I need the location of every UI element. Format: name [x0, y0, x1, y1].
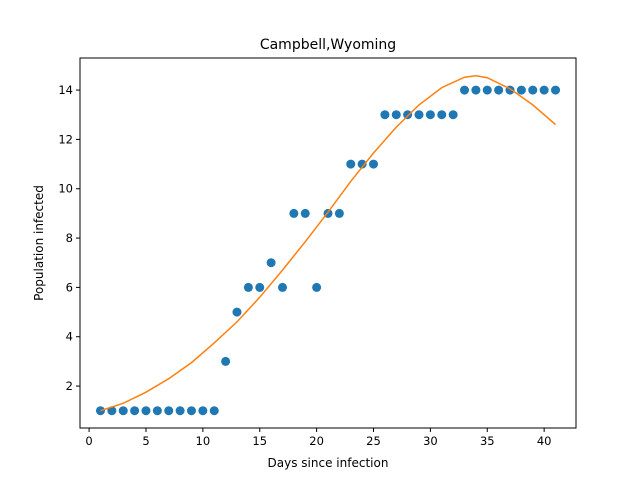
y-tick-label: 10: [58, 182, 73, 196]
x-tick-label: 20: [309, 434, 324, 448]
data-point: [277, 282, 287, 292]
data-point: [221, 356, 231, 366]
x-tick-label: 30: [423, 434, 438, 448]
data-point: [471, 85, 481, 95]
data-point: [437, 110, 447, 120]
data-point: [130, 406, 140, 416]
data-point: [346, 159, 356, 169]
data-point: [243, 282, 253, 292]
data-point: [369, 159, 379, 169]
x-axis-label: Days since infection: [268, 456, 389, 470]
data-point: [425, 110, 435, 120]
data-point: [118, 406, 128, 416]
data-point: [494, 85, 504, 95]
data-point: [95, 406, 105, 416]
x-tick-label: 10: [196, 434, 211, 448]
data-point: [482, 85, 492, 95]
data-point: [175, 406, 185, 416]
data-point: [152, 406, 162, 416]
data-point: [516, 85, 526, 95]
x-tick-label: 0: [85, 434, 92, 448]
y-axis: 2 4 6 8 10 12 14: [58, 83, 80, 393]
x-tick-label: 5: [142, 434, 149, 448]
data-point: [209, 406, 219, 416]
data-point: [391, 110, 401, 120]
x-tick-label: 40: [537, 434, 552, 448]
y-tick-label: 14: [58, 83, 73, 97]
data-point: [198, 406, 208, 416]
data-point: [357, 159, 367, 169]
data-point: [380, 110, 390, 120]
y-tick-label: 2: [66, 379, 73, 393]
data-point: [312, 282, 322, 292]
data-point: [414, 110, 424, 120]
y-tick-label: 4: [66, 330, 73, 344]
plot-area: [95, 75, 561, 416]
data-point: [141, 406, 151, 416]
x-tick-label: 15: [252, 434, 267, 448]
data-point: [539, 85, 549, 95]
x-tick-label: 25: [366, 434, 381, 448]
data-point: [460, 85, 470, 95]
data-point: [551, 85, 561, 95]
data-point: [528, 85, 538, 95]
plot-frame: [79, 57, 577, 429]
x-tick-label: 35: [480, 434, 495, 448]
data-point: [300, 208, 310, 218]
chart-title: Campbell,Wyoming: [260, 37, 396, 53]
data-point: [403, 110, 413, 120]
y-tick-label: 12: [58, 132, 73, 146]
fit-curve: [100, 75, 556, 412]
data-point: [289, 208, 299, 218]
y-tick-label: 6: [66, 280, 73, 294]
y-axis-label: Population infected: [32, 185, 46, 301]
data-point: [266, 258, 276, 268]
data-point: [232, 307, 242, 317]
data-point: [448, 110, 458, 120]
data-point: [186, 406, 196, 416]
data-point: [334, 208, 344, 218]
y-tick-label: 8: [66, 231, 73, 245]
data-point: [164, 406, 174, 416]
x-axis: 0 5 10 15 20 25 30 35 40: [85, 428, 551, 448]
data-point: [255, 282, 265, 292]
